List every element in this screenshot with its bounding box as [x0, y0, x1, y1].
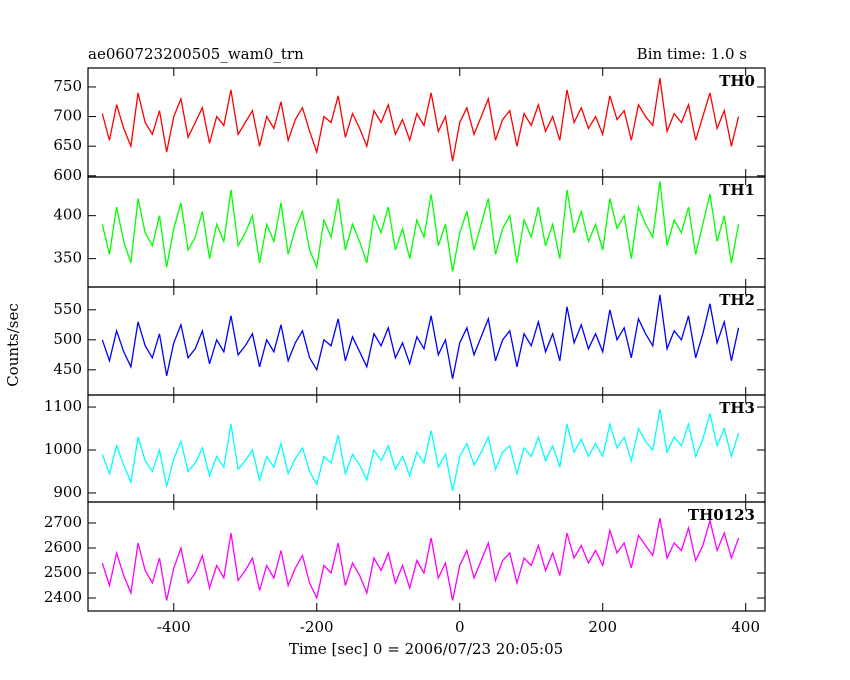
x-tick-label: 200	[588, 618, 617, 636]
y-tick-label: 400	[53, 206, 82, 224]
panel-frame	[87, 67, 766, 178]
y-axis-label: Counts/sec	[4, 303, 22, 387]
panel-frame	[87, 394, 766, 503]
y-tick-label: 2400	[44, 588, 82, 606]
x-tick-label: 400	[731, 618, 760, 636]
panel-label: TH3	[719, 399, 755, 417]
series-line	[101, 409, 740, 491]
y-tick-label: 2600	[44, 538, 82, 556]
y-tick-label: 1100	[44, 397, 82, 415]
y-tick-label: 600	[53, 166, 82, 184]
x-axis-label: Time [sec] 0 = 2006/07/23 20:05:05	[289, 640, 563, 658]
y-tick-label: 650	[53, 136, 82, 154]
panel-label: TH2	[719, 291, 755, 309]
y-tick-label: 550	[53, 300, 82, 318]
y-tick-label: 2700	[44, 513, 82, 531]
y-tick-label: 750	[53, 77, 82, 95]
y-tick-label: 450	[53, 360, 82, 378]
y-tick-label: 500	[53, 330, 82, 348]
series-line	[101, 294, 740, 379]
chart-subtitle: Bin time: 1.0 s	[637, 45, 747, 63]
series-line	[101, 517, 740, 601]
chart-title: ae060723200505_wam0_trn	[88, 45, 304, 63]
panel-label: TH0123	[688, 506, 755, 524]
panel-frame	[87, 286, 766, 396]
x-tick-label: -200	[300, 618, 334, 636]
panel-label: TH0	[719, 72, 755, 90]
y-tick-label: 2500	[44, 563, 82, 581]
panel-frame	[87, 176, 766, 288]
series-line	[101, 77, 740, 162]
panel-label: TH1	[719, 181, 755, 199]
panel-frame	[87, 501, 766, 612]
y-tick-label: 1000	[44, 440, 82, 458]
y-tick-label: 900	[53, 483, 82, 501]
y-tick-label: 350	[53, 249, 82, 267]
x-tick-label: 0	[455, 618, 465, 636]
x-tick-label: -400	[157, 618, 191, 636]
series-line	[101, 181, 740, 272]
y-tick-label: 700	[53, 107, 82, 125]
